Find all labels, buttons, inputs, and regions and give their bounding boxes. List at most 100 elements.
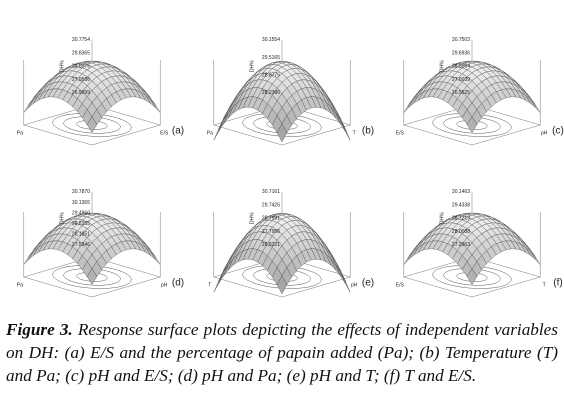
z-tick-label: 28.1851 <box>72 231 90 237</box>
z-tick-label: 29.4860 <box>72 210 90 216</box>
surface-cell <box>525 247 536 260</box>
contour <box>456 120 488 130</box>
z-tick-label: 30.7161 <box>262 189 280 195</box>
z-tick-label: 28.6554 <box>452 64 470 70</box>
surface-cell <box>86 116 98 133</box>
z-tick-label: 28.0088 <box>452 229 470 235</box>
contour <box>76 272 108 282</box>
z-tick-label: 29.5165 <box>262 55 280 61</box>
z-axis-label: DH% <box>59 212 65 224</box>
panel-label: (c) <box>552 126 564 137</box>
surface-cell <box>530 251 541 265</box>
z-tick-label: 30.1365 <box>72 200 90 206</box>
panel: 30.7161 29.7426 28.7691 27.7956 26.8221 DH% T p… <box>208 189 374 298</box>
contour <box>63 268 121 286</box>
contour <box>63 116 121 134</box>
z-tick-label: 28.8975 <box>72 64 90 70</box>
surface-cell <box>213 271 224 293</box>
z-tick-label: 29.8365 <box>72 50 90 56</box>
z-tick-label: 30.1463 <box>452 189 470 195</box>
z-tick-label: 27.5346 <box>72 242 90 248</box>
z-tick-label: 26.8221 <box>262 242 280 248</box>
floor <box>212 256 352 298</box>
y-axis-label: T <box>543 282 546 288</box>
contour <box>52 265 132 289</box>
surface-cell <box>86 268 98 285</box>
x-axis-label: T <box>208 282 211 288</box>
surface-cell <box>150 251 161 265</box>
panel: 30.1554 29.5165 28.8775 28.2386 DH% Pa T (b) <box>207 37 374 146</box>
z-tick-label: 29.6936 <box>452 50 470 56</box>
z-tick-label: 30.7503 <box>452 37 470 43</box>
z-tick-label: 26.5525 <box>452 90 470 96</box>
surface-cell <box>525 95 536 108</box>
surface-cell <box>403 251 414 265</box>
z-axis-label: DH% <box>439 212 445 224</box>
x-axis-label: E/S <box>396 130 405 136</box>
x-axis-label: Pa <box>17 130 23 136</box>
surface-cell <box>403 99 414 113</box>
panel-label: (b) <box>362 126 374 137</box>
z-tick-label: 28.7691 <box>262 216 280 222</box>
surface-cell <box>530 99 541 113</box>
panel-label: (a) <box>172 126 184 137</box>
contour <box>432 113 512 137</box>
x-axis-label: E/S <box>396 282 405 288</box>
z-tick-label: 29.7426 <box>262 202 280 208</box>
z-tick-label: 26.9999 <box>72 90 90 96</box>
y-axis-label: T <box>353 130 356 136</box>
z-tick-label: 28.2386 <box>262 90 280 96</box>
z-tick-label: 30.1554 <box>262 37 280 43</box>
z-tick-label: 27.9586 <box>72 77 90 83</box>
surface-cell <box>23 251 34 265</box>
surface-cell <box>145 95 156 108</box>
caption-label: Figure 3. <box>6 320 73 339</box>
y-axis-label: pH <box>351 282 358 288</box>
z-axis-label: DH% <box>439 60 445 72</box>
surface-cell <box>28 95 39 108</box>
z-tick-label: 28.8355 <box>72 221 90 227</box>
surface-cell <box>340 119 351 141</box>
panel: 30.7503 29.6936 28.6554 27.6039 26.5525 DH% E/… <box>396 37 564 146</box>
panel: 30.1463 29.4338 28.7213 28.0088 27.2963 DH% E/… <box>396 189 563 298</box>
surface-plots: 30.7754 29.8365 28.8975 27.9586 26.9999 DH% Pa… <box>17 37 564 298</box>
z-tick-label: 27.6039 <box>452 77 470 83</box>
panel-label: (d) <box>172 278 184 289</box>
y-axis-label: pH <box>161 282 168 288</box>
contour <box>432 265 512 289</box>
z-tick-label: 29.4338 <box>452 202 470 208</box>
z-tick-label: 30.7754 <box>72 37 90 43</box>
panel-label: (e) <box>362 278 374 289</box>
contour <box>443 268 501 286</box>
surface-cell <box>28 247 39 260</box>
z-tick-label: 27.2963 <box>452 242 470 248</box>
x-axis-label: Pa <box>17 282 23 288</box>
panel: 30.7870 30.1365 29.4860 28.8355 28.1851 27.53… <box>17 189 184 298</box>
z-axis-label: DH% <box>249 60 255 72</box>
z-axis-label: DH% <box>59 60 65 72</box>
x-axis-label: Pa <box>207 130 213 136</box>
caption-text: Response surface plots depicting the eff… <box>6 320 558 385</box>
z-axis-label: DH% <box>249 212 255 224</box>
y-axis-label: pH <box>541 130 548 136</box>
surface-cell <box>466 116 478 133</box>
floor <box>22 104 162 146</box>
surface-cell <box>23 99 34 113</box>
surface-cell <box>340 271 351 293</box>
z-tick-label: 27.7956 <box>262 229 280 235</box>
surface-cell <box>145 247 156 260</box>
surface-cell <box>466 268 478 285</box>
caption: Figure 3. Response surface plots depicti… <box>6 318 558 387</box>
surface-cell <box>213 119 224 141</box>
panel: 30.7754 29.8365 28.8975 27.9586 26.9999 DH% Pa… <box>17 37 184 146</box>
contour <box>242 113 322 137</box>
contour <box>242 265 322 289</box>
surface-cell <box>408 247 419 260</box>
surface-cell <box>150 99 161 113</box>
floor <box>22 256 162 298</box>
floor <box>212 104 352 146</box>
floor <box>402 104 542 146</box>
z-tick-label: 30.7870 <box>72 189 90 195</box>
contour <box>76 120 108 130</box>
contour <box>52 113 132 137</box>
